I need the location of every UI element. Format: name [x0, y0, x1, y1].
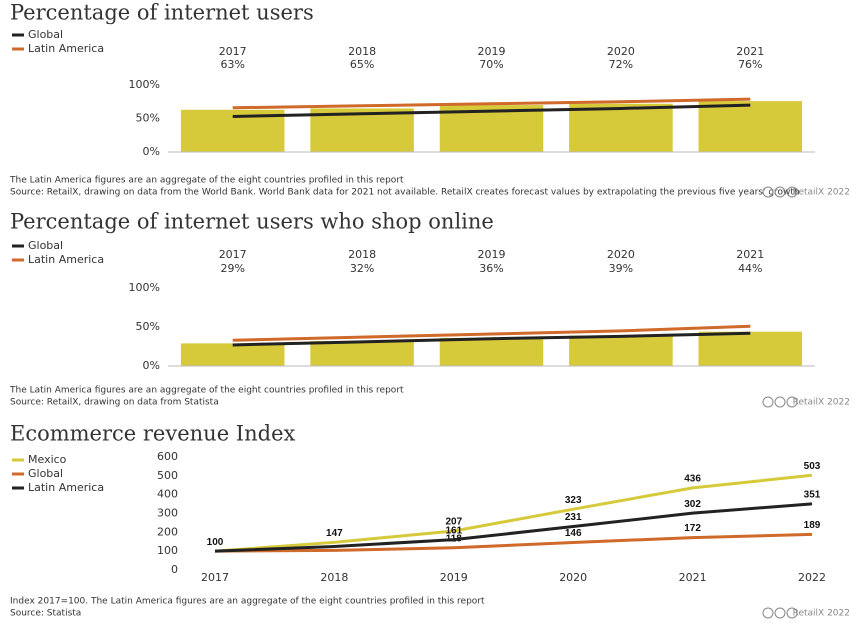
x-tick-label: 2018 [348, 45, 376, 58]
data-label: 207 [445, 517, 462, 528]
x-tick-label: 2022 [798, 571, 826, 584]
y-tick-label: 300 [157, 507, 178, 520]
data-label: 351 [804, 490, 821, 501]
bar-value-label: 72% [609, 58, 633, 71]
source: Source: RetailX, drawing on data from th… [10, 188, 800, 198]
y-tick-label: 100 [157, 544, 178, 557]
series-line [214, 473, 813, 553]
x-tick-label: 2019 [478, 45, 506, 58]
chart-title: Percentage of internet users [10, 1, 314, 25]
data-label: 436 [684, 474, 701, 485]
chart-title: Ecommerce revenue Index [10, 422, 295, 446]
x-tick-label: 2018 [320, 571, 348, 584]
x-tick-label: 2021 [736, 248, 764, 261]
bar [569, 103, 673, 152]
x-tick-label: 2020 [607, 248, 635, 261]
x-tick-label: 2020 [559, 571, 587, 584]
license-icon [762, 186, 774, 198]
y-tick-label: 0 [171, 563, 178, 576]
bar-value-label: 63% [220, 58, 244, 71]
legend-label: Mexico [28, 453, 67, 466]
chart-title: Percentage of internet users who shop on… [10, 210, 494, 234]
data-label: 100 [207, 537, 224, 548]
y-tick-label: 400 [157, 488, 178, 501]
bar-value-label: 65% [350, 58, 374, 71]
legend-label: Latin America [28, 481, 104, 494]
license-icon [774, 396, 786, 408]
source: Source: Statista [10, 609, 81, 619]
data-label: 147 [326, 528, 343, 539]
series-line [232, 103, 751, 118]
bar-value-label: 36% [479, 262, 503, 275]
y-tick-label: 500 [157, 469, 178, 482]
x-tick-label: 2021 [736, 45, 764, 58]
y-tick-label: 100% [129, 281, 160, 294]
bar [569, 335, 673, 366]
legend-label: Latin America [28, 253, 104, 266]
note: Index 2017=100. The Latin America figure… [10, 597, 485, 607]
x-tick-label: 2018 [348, 248, 376, 261]
legend-label: Global [28, 239, 63, 252]
x-tick-label: 2017 [219, 248, 247, 261]
data-label: 189 [804, 520, 821, 531]
license-icon [774, 186, 786, 198]
bar [439, 337, 544, 366]
bar-value-label: 29% [220, 262, 244, 275]
bar [698, 331, 803, 366]
x-tick-label: 2017 [201, 571, 229, 584]
legend-label: Latin America [28, 42, 104, 55]
y-tick-label: 0% [143, 145, 160, 158]
series-line [232, 331, 751, 347]
bar [180, 343, 285, 366]
x-tick-label: 2019 [440, 571, 468, 584]
data-label: 146 [565, 528, 582, 539]
y-tick-label: 600 [157, 450, 178, 463]
license-icon [762, 396, 774, 408]
note: The Latin America figures are an aggrega… [9, 386, 404, 396]
y-tick-label: 200 [157, 525, 178, 538]
license-icon [762, 607, 774, 619]
legend-label: Global [28, 467, 63, 480]
source: Source: RetailX, drawing on data from St… [10, 398, 219, 408]
bar-value-label: 32% [350, 262, 374, 275]
y-tick-label: 0% [143, 359, 160, 372]
data-label: 231 [565, 512, 582, 523]
credit: RetailX 2022 [793, 188, 850, 198]
bar [310, 341, 414, 366]
credit: RetailX 2022 [793, 609, 850, 619]
series-line [214, 532, 813, 553]
legend-label: Global [28, 28, 63, 41]
x-tick-label: 2019 [478, 248, 506, 261]
series-line [232, 324, 751, 342]
series-line [214, 502, 813, 553]
y-tick-label: 100% [129, 78, 160, 91]
credit: RetailX 2022 [793, 398, 850, 408]
series-line [232, 97, 751, 110]
x-tick-label: 2017 [219, 45, 247, 58]
data-label: 161 [445, 525, 462, 536]
license-icon [786, 186, 798, 198]
data-label: 503 [804, 461, 821, 472]
bar-value-label: 76% [738, 58, 762, 71]
x-tick-label: 2020 [607, 45, 635, 58]
data-label: 323 [565, 495, 582, 506]
data-label: 172 [684, 523, 701, 534]
bar-value-label: 39% [609, 262, 633, 275]
bar-value-label: 70% [479, 58, 503, 71]
bar [698, 101, 803, 152]
note: The Latin America figures are an aggrega… [9, 176, 404, 186]
license-icon [774, 607, 786, 619]
data-label: 302 [684, 499, 701, 510]
license-icon [786, 607, 798, 619]
bar-value-label: 44% [738, 262, 762, 275]
y-tick-label: 50% [136, 320, 160, 333]
y-tick-label: 50% [136, 112, 160, 125]
x-tick-label: 2021 [679, 571, 707, 584]
license-icon [786, 396, 798, 408]
